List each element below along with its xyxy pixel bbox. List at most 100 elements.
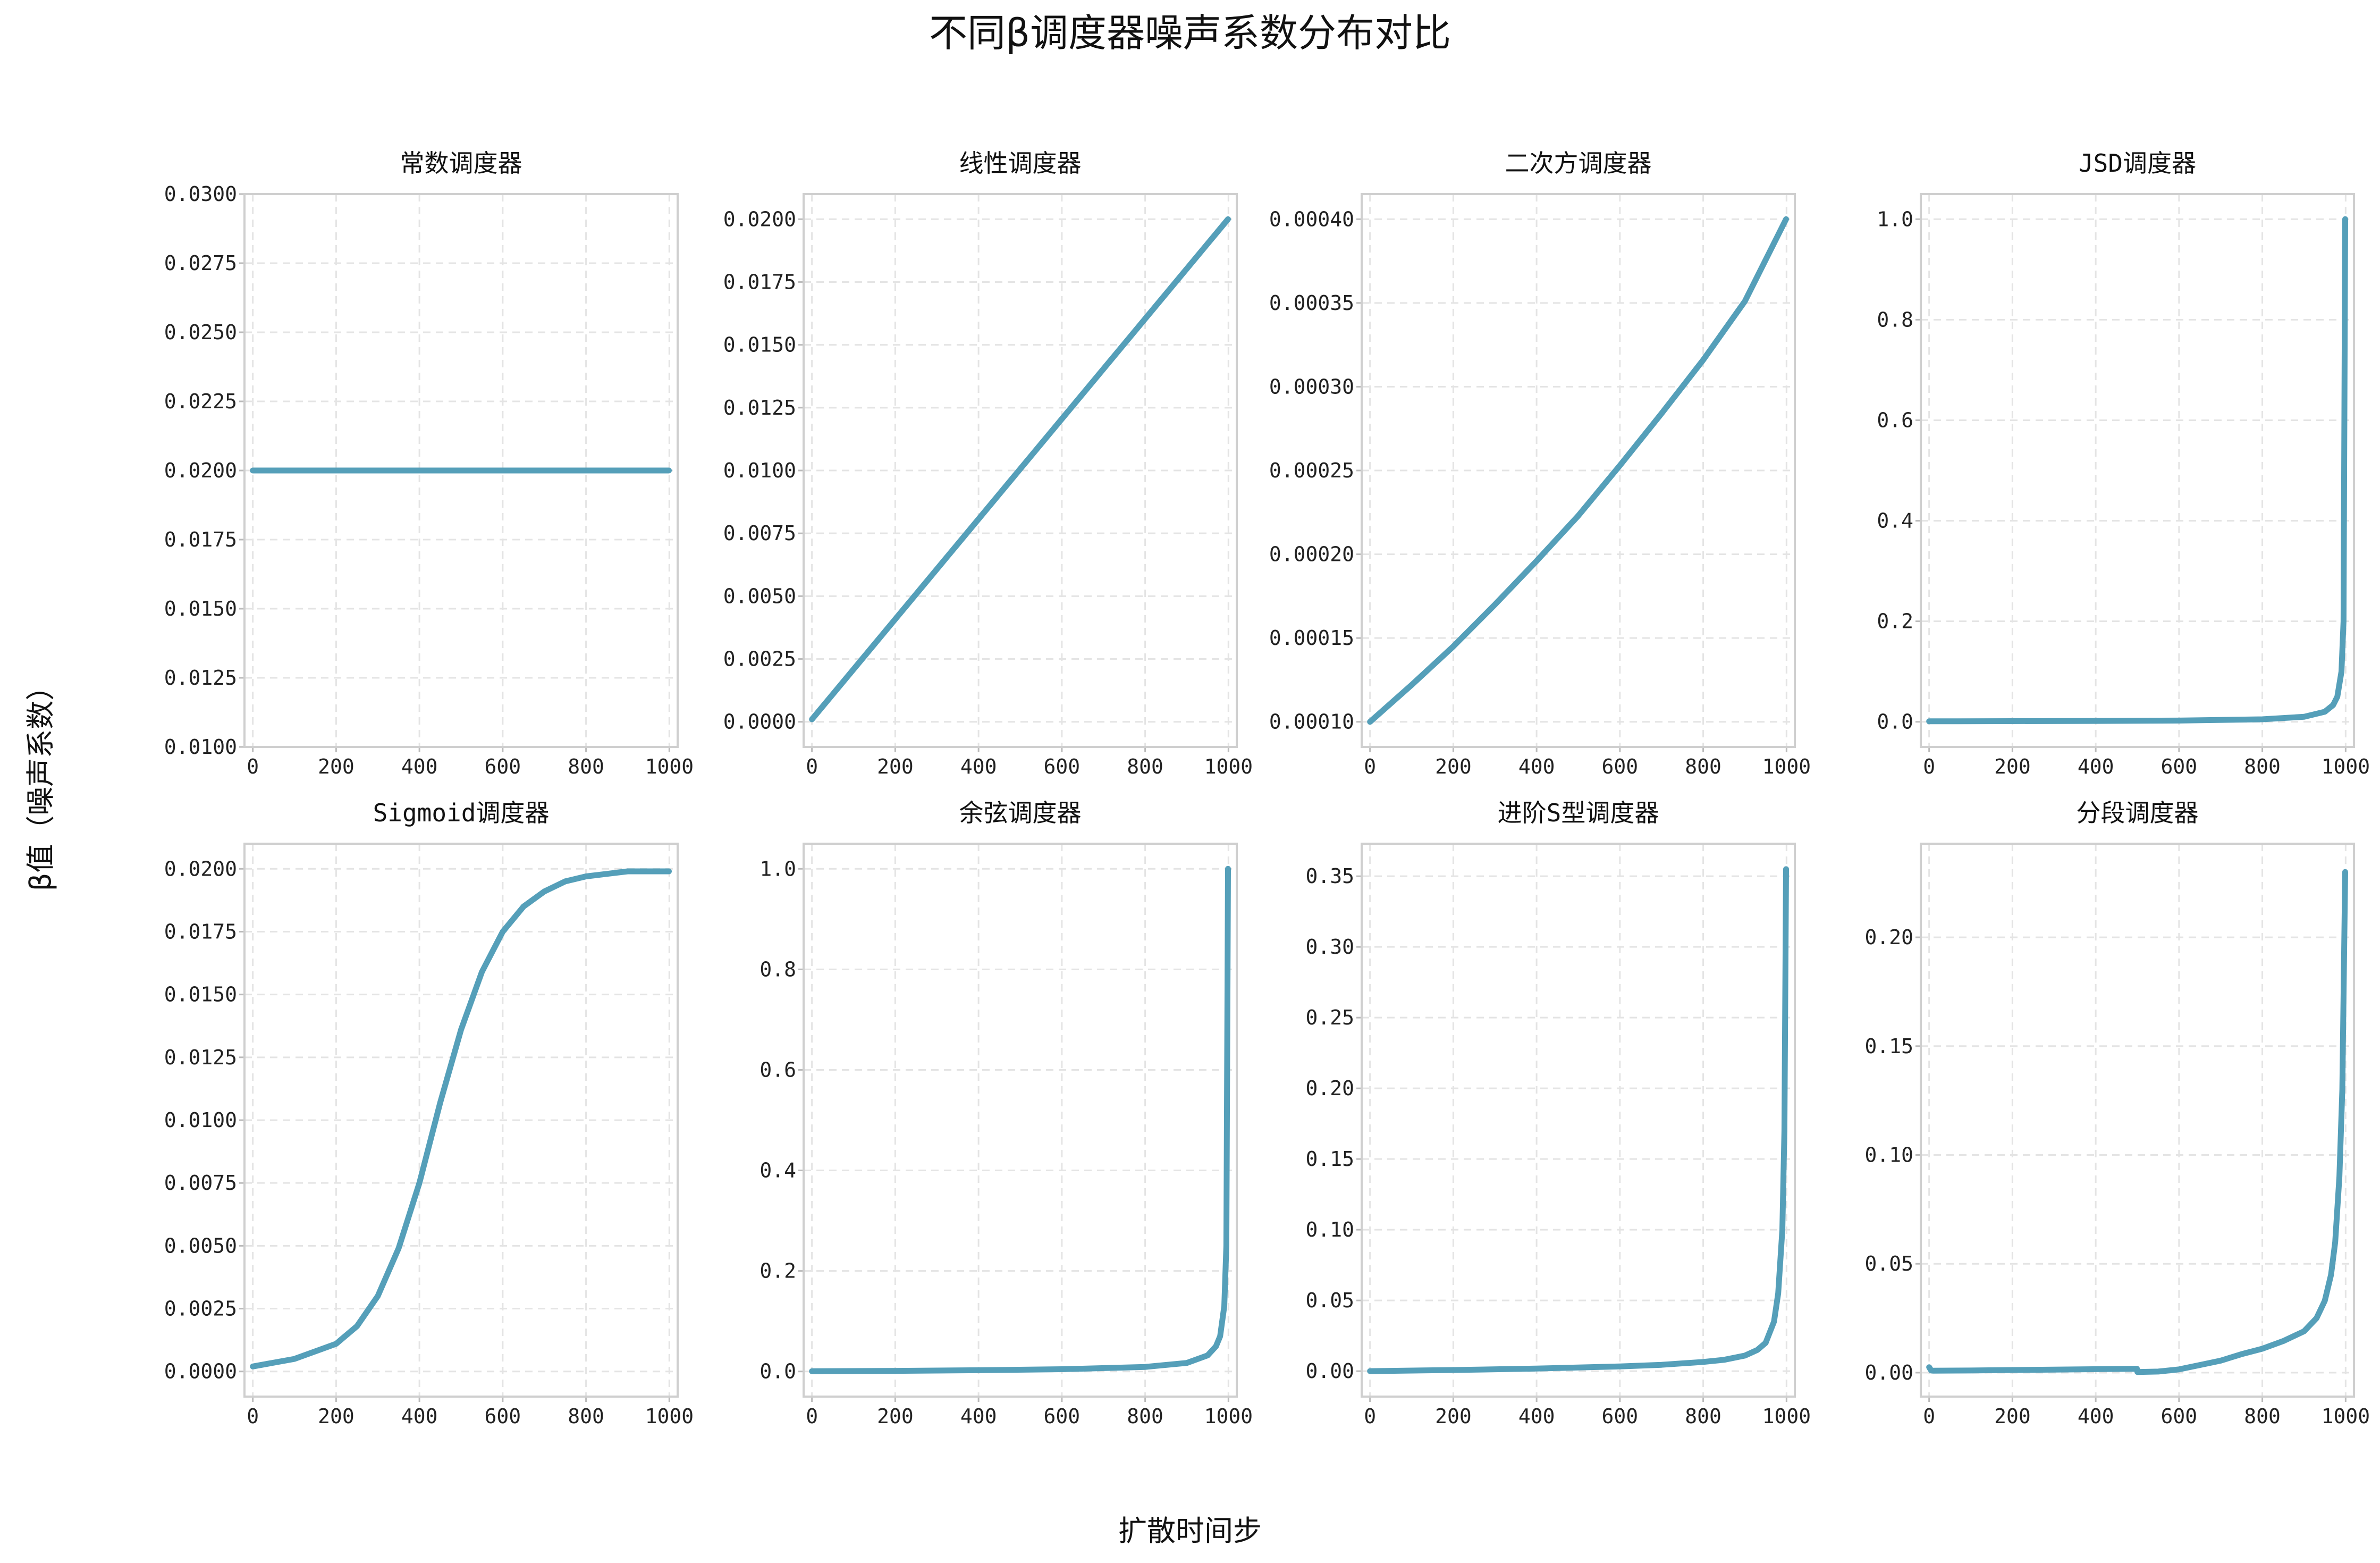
x-tick-label: 600 bbox=[1602, 755, 1639, 778]
y-tick-label: 0.0025 bbox=[723, 648, 796, 671]
subplot-title: Sigmoid调度器 bbox=[373, 799, 550, 827]
subplot-5: Sigmoid调度器 0 200 400 600 800 1000 0.0000 0.0025 0… bbox=[164, 799, 694, 1428]
y-tick-label: 0.0200 bbox=[723, 207, 796, 231]
y-tick-label: 0.2 bbox=[759, 1259, 796, 1283]
figure-ylabel: β值（噪声系数） bbox=[24, 672, 57, 891]
y-tick-label: 0.0200 bbox=[164, 459, 237, 482]
y-tick-label: 0.8 bbox=[1877, 308, 1913, 331]
y-tick-label: 0.00010 bbox=[1269, 710, 1354, 734]
figure-xlabel: 扩散时间步 bbox=[1118, 1514, 1262, 1548]
x-tick-label: 1000 bbox=[2322, 755, 2370, 778]
y-tick-label: 0.0 bbox=[1877, 710, 1913, 734]
y-tick-label: 0.35 bbox=[1305, 864, 1354, 888]
x-tick-label: 600 bbox=[1044, 1405, 1081, 1428]
x-tick-label: 400 bbox=[2078, 1405, 2114, 1428]
x-tick-label: 800 bbox=[1127, 755, 1163, 778]
x-tick-label: 200 bbox=[877, 755, 914, 778]
y-tick-label: 0.00040 bbox=[1269, 207, 1354, 231]
x-tick-label: 0 bbox=[1923, 755, 1935, 778]
x-tick-label: 800 bbox=[1685, 755, 1721, 778]
subplot-title: 二次方调度器 bbox=[1505, 149, 1652, 178]
plot-frame bbox=[1361, 193, 1796, 748]
x-tick-label: 200 bbox=[318, 755, 355, 778]
subplot-grid: 常数调度器 0 200 400 600 800 1000 0.0100 0.0125 0.0150… bbox=[164, 149, 2370, 1428]
y-tick-label: 0.0150 bbox=[723, 333, 796, 357]
y-tick-label: 0.25 bbox=[1305, 1006, 1354, 1029]
y-tick-label: 0.0125 bbox=[723, 396, 796, 419]
y-tick-label: 0.2 bbox=[1877, 610, 1913, 633]
x-tick-label: 800 bbox=[1685, 1405, 1721, 1428]
x-tick-label: 0 bbox=[1364, 1405, 1376, 1428]
y-tick-label: 0.20 bbox=[1305, 1077, 1354, 1100]
y-tick-label: 0.8 bbox=[759, 957, 796, 981]
x-tick-label: 1000 bbox=[2322, 1405, 2370, 1428]
x-tick-label: 600 bbox=[485, 1405, 521, 1428]
plot-frame bbox=[1920, 193, 2355, 748]
y-tick-label: 0.0 bbox=[759, 1360, 796, 1383]
subplot-8: 分段调度器 0 200 400 600 800 1000 0.00 0.05 0.10 0.15 0.… bbox=[1864, 799, 2370, 1428]
x-tick-label: 1000 bbox=[645, 755, 694, 778]
x-tick-label: 400 bbox=[960, 755, 997, 778]
x-tick-label: 600 bbox=[2161, 1405, 2198, 1428]
y-tick-label: 0.0050 bbox=[164, 1234, 237, 1257]
y-tick-label: 0.15 bbox=[1305, 1147, 1354, 1171]
x-tick-label: 400 bbox=[960, 1405, 997, 1428]
y-tick-label: 0.0150 bbox=[164, 597, 237, 620]
y-tick-label: 0.0000 bbox=[723, 710, 796, 734]
figure-title: 不同β调度器噪声系数分布对比 bbox=[929, 11, 1451, 55]
y-tick-label: 0.0025 bbox=[164, 1297, 237, 1321]
x-tick-label: 0 bbox=[1364, 755, 1376, 778]
x-tick-label: 0 bbox=[247, 755, 259, 778]
y-tick-label: 0.0100 bbox=[164, 735, 237, 759]
y-tick-label: 0.0100 bbox=[164, 1108, 237, 1132]
subplot-title: 常数调度器 bbox=[400, 149, 522, 178]
x-tick-label: 600 bbox=[1602, 1405, 1639, 1428]
series-line bbox=[1367, 866, 1789, 1374]
subplot-6: 余弦调度器 0 200 400 600 800 1000 0.0 0.2 0.4 0.6 0.8 1.0 bbox=[759, 799, 1253, 1428]
x-tick-label: 600 bbox=[1044, 755, 1081, 778]
y-tick-label: 0.30 bbox=[1305, 935, 1354, 959]
y-tick-label: 0.00030 bbox=[1269, 375, 1354, 398]
y-tick-label: 0.0075 bbox=[723, 522, 796, 545]
subplot-title: 分段调度器 bbox=[2077, 799, 2199, 827]
x-tick-label: 1000 bbox=[645, 1405, 694, 1428]
x-tick-label: 200 bbox=[318, 1405, 355, 1428]
plot-frame bbox=[1361, 843, 1796, 1398]
plot-frame bbox=[803, 843, 1238, 1398]
y-tick-label: 0.6 bbox=[759, 1058, 796, 1081]
y-tick-label: 0.20 bbox=[1864, 926, 1913, 949]
y-tick-label: 0.10 bbox=[1864, 1144, 1913, 1167]
x-tick-label: 200 bbox=[1994, 1405, 2031, 1428]
x-tick-label: 0 bbox=[806, 755, 818, 778]
subplot-4: JSD调度器 0 200 400 600 800 1000 0.0 0.2 0.4 0.6 0.8 1.… bbox=[1877, 149, 2370, 778]
y-tick-label: 0.0175 bbox=[164, 920, 237, 943]
x-tick-label: 0 bbox=[806, 1405, 818, 1428]
y-tick-label: 0.0075 bbox=[164, 1171, 237, 1195]
y-tick-label: 0.4 bbox=[1877, 509, 1913, 533]
series-line bbox=[250, 868, 672, 1369]
y-tick-label: 0.4 bbox=[759, 1159, 796, 1182]
x-tick-label: 800 bbox=[568, 755, 604, 778]
x-tick-label: 200 bbox=[1994, 755, 2031, 778]
y-tick-label: 0.00025 bbox=[1269, 459, 1354, 482]
x-tick-label: 400 bbox=[2078, 755, 2114, 778]
subplot-title: 线性调度器 bbox=[959, 149, 1082, 178]
series-line bbox=[1367, 216, 1789, 725]
y-tick-label: 1.0 bbox=[1877, 207, 1913, 231]
plot-frame bbox=[243, 193, 679, 748]
y-tick-label: 0.05 bbox=[1305, 1289, 1354, 1312]
x-tick-label: 400 bbox=[1518, 755, 1555, 778]
x-tick-label: 200 bbox=[1435, 755, 1472, 778]
y-tick-label: 0.05 bbox=[1864, 1252, 1913, 1275]
y-tick-label: 0.0175 bbox=[723, 270, 796, 293]
y-tick-label: 0.0250 bbox=[164, 321, 237, 344]
y-tick-label: 0.00 bbox=[1305, 1359, 1354, 1383]
y-tick-label: 0.10 bbox=[1305, 1218, 1354, 1241]
y-tick-label: 0.00015 bbox=[1269, 626, 1354, 650]
subplot-title: 进阶S型调度器 bbox=[1498, 799, 1659, 827]
subplot-7: 进阶S型调度器 0 200 400 600 800 1000 0.00 0.05 0.10 0.15… bbox=[1305, 799, 1811, 1428]
y-tick-label: 0.0050 bbox=[723, 584, 796, 608]
y-tick-label: 0.0100 bbox=[723, 459, 796, 482]
y-tick-label: 0.00020 bbox=[1269, 543, 1354, 566]
